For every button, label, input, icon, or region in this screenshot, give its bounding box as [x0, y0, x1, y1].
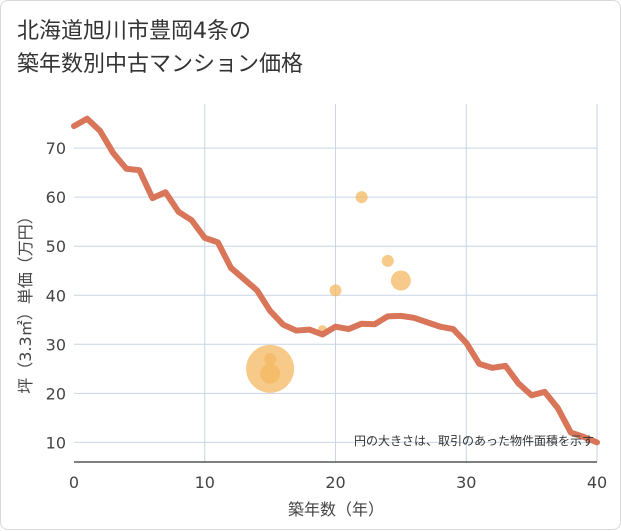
chart-title: 北海道旭川市豊岡4条の 築年数別中古マンション価格 [17, 19, 304, 77]
x-axis-ticks: 0 10 20 30 40 [69, 473, 607, 492]
y-tick-40: 40 [46, 286, 66, 305]
y-tick-70: 70 [46, 139, 66, 158]
x-axis-label: 築年数（年） [288, 500, 384, 519]
x-tick-30: 30 [456, 473, 476, 492]
x-tick-20: 20 [325, 473, 345, 492]
average-price-line [71, 115, 600, 446]
y-tick-30: 30 [46, 335, 66, 354]
bubble-point-1 [260, 363, 281, 384]
bubble-size-note: 円の大きさは、取引のあった物件面積を示す [354, 433, 594, 448]
y-tick-10: 10 [46, 433, 66, 452]
x-tick-0: 0 [69, 473, 79, 492]
bubble-series [246, 191, 411, 393]
y-tick-60: 60 [46, 188, 66, 207]
bubble-point-2 [264, 353, 277, 366]
grid-lines [74, 104, 598, 462]
bubble-point-5 [355, 191, 368, 204]
bubble-point-6 [381, 254, 394, 267]
bubble-point-7 [390, 270, 411, 291]
x-tick-10: 10 [195, 473, 215, 492]
y-axis-label: 坪（3.3㎡）単価（万円） [16, 208, 35, 393]
x-tick-40: 40 [587, 473, 607, 492]
y-axis-ticks: 10 20 30 40 50 60 70 [46, 139, 66, 452]
bubble-point-4 [329, 284, 342, 297]
y-tick-50: 50 [46, 237, 66, 256]
y-tick-20: 20 [46, 384, 66, 403]
